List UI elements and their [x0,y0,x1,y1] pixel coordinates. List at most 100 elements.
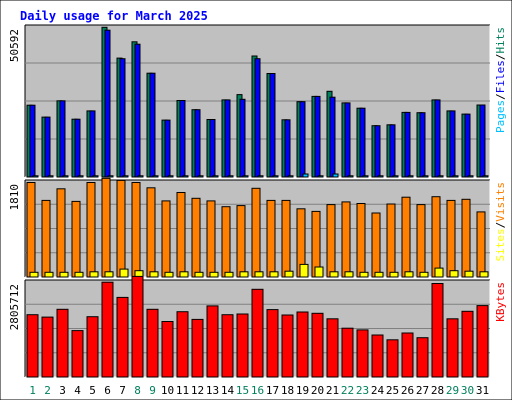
bar-pages-day-18 [287,175,294,178]
bar-files-day-4 [74,118,81,178]
bar-visits-day-26 [401,196,411,278]
bar-files-day-27 [419,112,426,178]
day-label-2: 2 [44,384,51,397]
panel-visits_sites: 1810 Sites/Visits [8,177,507,278]
bar-sites-day-13 [209,271,219,278]
bar-files-day-25 [389,124,396,178]
day-label-5: 5 [89,384,96,397]
bar-pages-day-31 [482,175,489,178]
bar-visits-day-28 [431,196,441,278]
bar-visits-day-2 [41,199,51,278]
bar-files-day-10 [164,119,171,178]
bar-pages-day-30 [467,175,474,178]
bar-files-day-18 [284,119,291,178]
bar-visits-day-30 [461,198,471,278]
bar-files-day-29 [449,110,456,178]
bar-pages-day-28 [437,175,444,178]
bar-sites-day-15 [239,271,249,278]
day-label-24: 24 [371,384,385,397]
bar-files-day-23 [359,107,366,178]
panel-legend: Pages/Files/Hits [494,27,507,133]
bar-sites-day-24 [374,271,384,278]
bar-pages-day-6 [107,175,114,178]
bar-files-day-15 [239,98,246,178]
bar-pages-day-25 [392,175,399,178]
bar-visits-day-11 [176,192,186,278]
bar-kbytes-day-5 [86,316,99,378]
bar-kbytes-day-30 [461,310,474,378]
day-label-16: 16 [251,384,264,397]
day-label-18: 18 [281,384,294,397]
bar-visits-day-10 [161,200,171,278]
bar-files-day-19 [299,101,306,178]
bar-visits-day-22 [341,201,351,278]
bar-pages-day-8 [137,175,144,178]
bar-pages-day-11 [182,175,189,178]
bar-kbytes-day-28 [431,283,444,378]
bar-visits-day-21 [326,204,336,278]
bar-visits-day-4 [71,200,81,278]
legend-entry: Files [494,60,507,93]
bar-pages-day-14 [227,175,234,178]
bar-sites-day-11 [179,271,189,278]
bar-files-day-22 [344,102,351,178]
bar-files-day-2 [44,116,51,178]
bar-kbytes-day-4 [71,330,84,378]
bar-files-day-30 [464,113,471,178]
day-label-23: 23 [356,384,369,397]
bar-sites-day-18 [284,270,294,278]
day-label-15: 15 [236,384,249,397]
bar-kbytes-day-12 [191,318,204,378]
day-label-8: 8 [134,384,141,397]
day-label-27: 27 [416,384,429,397]
bar-kbytes-day-27 [416,337,429,378]
bar-pages-day-21 [332,173,339,178]
bar-pages-day-15 [242,175,249,178]
bar-sites-day-28 [434,267,444,278]
day-label-7: 7 [119,384,126,397]
bar-sites-day-4 [74,271,84,278]
bar-pages-day-22 [347,175,354,178]
bar-visits-day-14 [221,206,231,278]
bar-files-day-8 [134,43,141,178]
bar-kbytes-day-29 [446,318,459,378]
bar-pages-day-19 [302,173,309,178]
legend-entry: Pages [494,100,507,133]
bar-kbytes-day-25 [386,339,399,378]
bar-files-day-9 [149,72,156,178]
bar-kbytes-day-22 [341,327,354,378]
bar-files-day-16 [254,58,261,178]
day-label-21: 21 [326,384,339,397]
panel-kbytes: 2805712 KBytes [8,275,507,378]
bar-kbytes-day-18 [281,314,294,378]
day-label-20: 20 [311,384,324,397]
bar-sites-day-6 [104,271,114,278]
bar-sites-day-12 [194,271,204,278]
bar-kbytes-day-6 [101,281,114,378]
bar-sites-day-29 [449,270,459,278]
y-axis-max-label: 1810 [8,184,21,211]
bar-pages-day-23 [362,175,369,178]
chart-panels: 50592Pages/Files/Hits1810Sites/Visits280… [8,24,507,378]
y-axis-max-label: 50592 [8,29,21,62]
bar-visits-day-9 [146,187,156,278]
bar-files-day-11 [179,100,186,178]
legend-entry: / [494,54,507,61]
bar-kbytes-day-17 [266,309,279,378]
bar-pages-day-3 [62,175,69,178]
bar-sites-day-21 [329,271,339,278]
bar-visits-day-3 [56,188,66,278]
bar-sites-day-1 [29,271,39,278]
day-label-19: 19 [296,384,309,397]
day-label-6: 6 [104,384,111,397]
bar-kbytes-day-13 [206,305,219,378]
day-label-17: 17 [266,384,279,397]
x-axis-day-labels: 1 2 3 4 5 6 7 8 9 10 11 12 13 14 15 16 17 18 19 20 21 22 23 24 2… [29,384,489,397]
bar-files-day-20 [314,95,321,178]
bar-sites-day-9 [149,271,159,278]
bar-files-day-24 [374,125,381,178]
bar-files-day-14 [224,99,231,178]
legend-entry: / [494,222,507,229]
bar-visits-day-23 [356,203,366,278]
